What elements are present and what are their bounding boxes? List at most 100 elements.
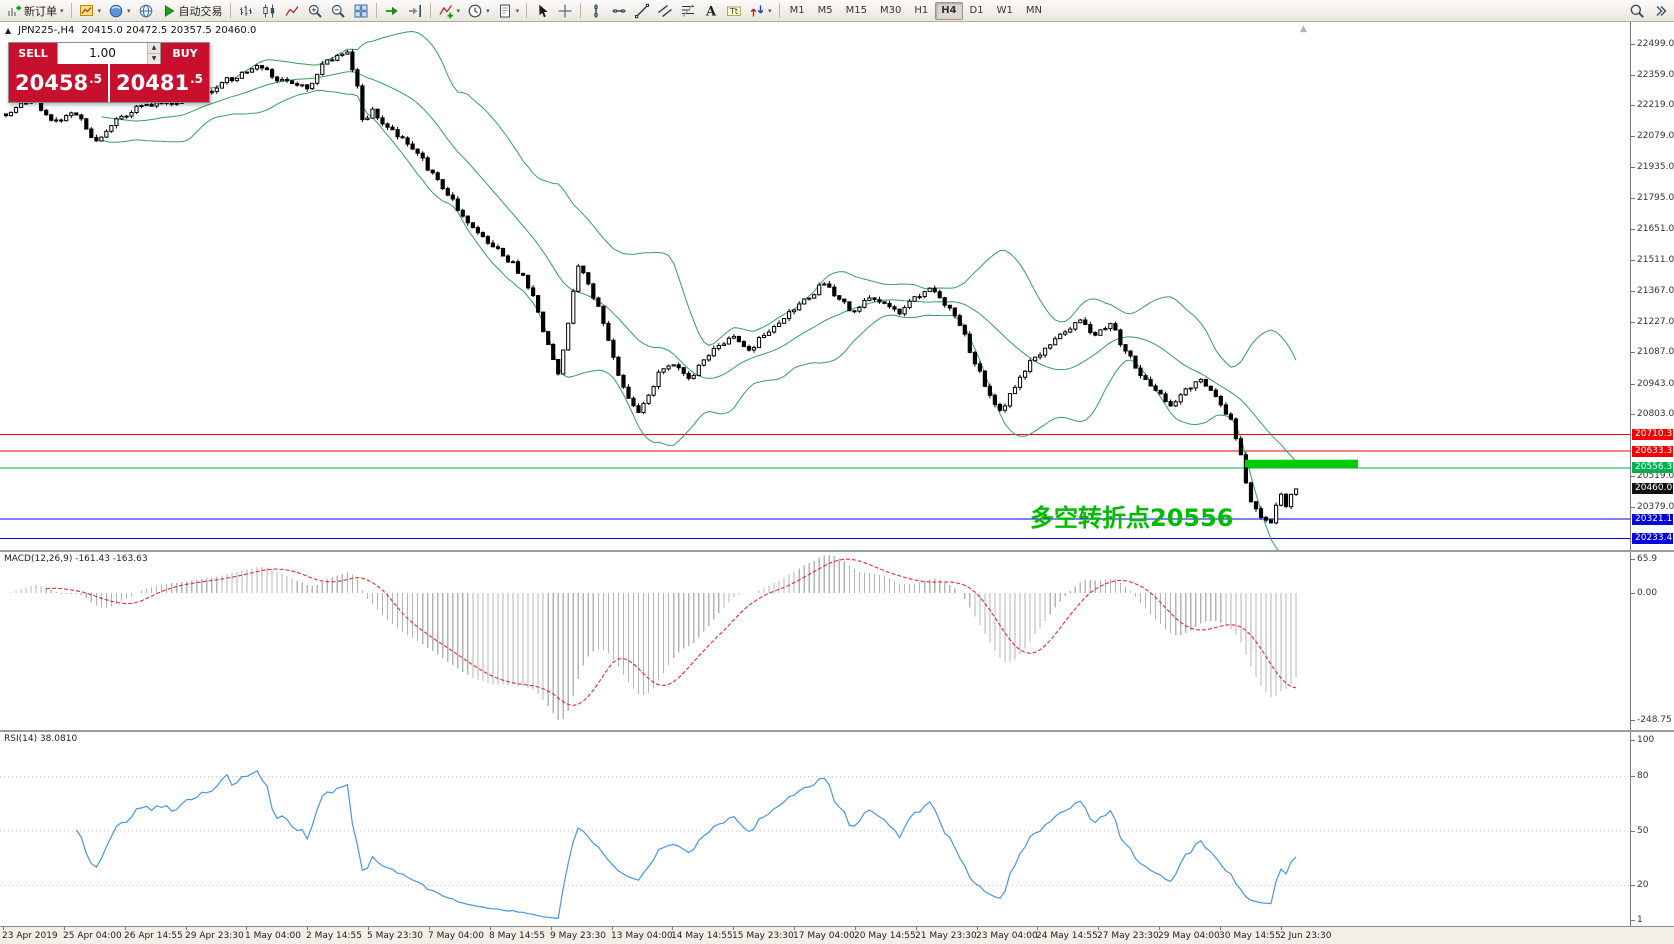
new-chart-button[interactable]: ▾ xyxy=(76,1,105,21)
text-label-button[interactable]: Tt xyxy=(723,1,745,21)
zoom-in-button[interactable] xyxy=(304,1,326,21)
chart-shift-button[interactable] xyxy=(404,1,426,21)
time-label: 2 May 14:55 xyxy=(306,931,362,941)
sell-button[interactable]: SELL xyxy=(9,43,57,64)
volume-spinner[interactable]: 1.00 ▲ ▼ xyxy=(57,43,161,64)
timeframe-m5-button[interactable]: M5 xyxy=(817,4,833,16)
time-tick-mark xyxy=(794,927,795,930)
time-tick-mark xyxy=(1037,927,1038,930)
macd-plot[interactable] xyxy=(0,552,1630,730)
timeframe-d1-button[interactable]: D1 xyxy=(969,4,984,16)
macd-tick: 65.9 xyxy=(1637,554,1658,564)
buy-button[interactable]: BUY xyxy=(161,43,209,64)
panel-splitter-rsi[interactable] xyxy=(0,730,1674,732)
time-label: 24 May 14:55 xyxy=(1036,931,1098,941)
bollinger-lower-band xyxy=(101,89,1279,550)
zoom-in-icon xyxy=(308,4,322,18)
search-button[interactable] xyxy=(1626,1,1648,21)
trendline-button[interactable] xyxy=(631,1,653,21)
sell-price-frac: .5 xyxy=(89,72,102,86)
equidistant-channel-button[interactable] xyxy=(654,1,676,21)
cursor-button[interactable] xyxy=(531,1,553,21)
time-label: 20 May 14:55 xyxy=(854,931,916,941)
candle-chart-button[interactable] xyxy=(258,1,280,21)
horizontal-line-button[interactable] xyxy=(608,1,630,21)
vertical-line-button[interactable] xyxy=(585,1,607,21)
price-chart-panel: ▲ JPN225-,H4 20415.0 20472.5 20357.5 204… xyxy=(0,22,1674,550)
templates-button[interactable]: ▾ xyxy=(494,1,523,21)
volume-up-button[interactable]: ▲ xyxy=(148,43,160,54)
price-chart-plot[interactable] xyxy=(0,22,1630,550)
crosshair-button[interactable] xyxy=(554,1,576,21)
volume-value[interactable]: 1.00 xyxy=(89,46,116,60)
indicators-button[interactable]: ▾ xyxy=(435,1,464,21)
arrows-button[interactable]: ▾ xyxy=(746,1,775,21)
auto-scroll-button[interactable] xyxy=(381,1,403,21)
price-scale[interactable]: 22499.0 22359.0 22219.0 22079.0 21935.0 21795… xyxy=(1630,22,1674,550)
price-tick: 20519.0 xyxy=(1637,471,1674,481)
toolbar-separator xyxy=(580,3,582,18)
bar-chart-icon xyxy=(239,5,252,16)
zoom-out-button[interactable] xyxy=(327,1,349,21)
timeframe-w1-button[interactable]: W1 xyxy=(996,4,1013,16)
text-annotation[interactable]: 多空转折点20556 xyxy=(1030,504,1234,532)
highlight-rectangle-object[interactable] xyxy=(1245,459,1358,468)
volume-down-button[interactable]: ▼ xyxy=(148,54,160,64)
new-order-label: 新订单 xyxy=(24,4,57,18)
toolbar-more-button[interactable] xyxy=(1649,1,1671,21)
bollinger-middle-band xyxy=(101,71,1297,462)
time-tick-mark xyxy=(3,927,4,930)
buy-price-button[interactable]: 20481.5 xyxy=(110,64,209,102)
indicators-icon xyxy=(438,4,453,18)
timeframe-h4-button[interactable]: H4 xyxy=(935,1,963,20)
time-tick-mark xyxy=(1098,927,1099,930)
dropdown-arrow-icon: ▾ xyxy=(97,6,102,15)
macd-panel: MACD(12,26,9) -161.43 -163.63 65.9 0.00 -2… xyxy=(0,552,1674,730)
price-tick-mark xyxy=(1631,414,1635,415)
one-click-toggle[interactable]: ▲ xyxy=(5,26,12,35)
crosshair-icon xyxy=(558,4,572,17)
macd-scale[interactable]: 65.9 0.00 -248.75 xyxy=(1630,552,1674,730)
line-chart-button[interactable] xyxy=(281,1,303,21)
panel-splitter-macd[interactable] xyxy=(0,550,1674,552)
toolbar-separator xyxy=(70,3,72,18)
tile-windows-button[interactable] xyxy=(350,1,372,21)
one-click-trading-panel: SELL 1.00 ▲ ▼ BUY 20458.5 2 xyxy=(8,42,210,103)
time-tick-mark xyxy=(612,927,613,930)
dropdown-arrow-icon: ▾ xyxy=(127,6,131,15)
community-button[interactable] xyxy=(135,1,157,21)
time-tick-mark xyxy=(490,927,491,930)
rsi-scale[interactable]: 100 80 50 20 1 xyxy=(1630,732,1674,926)
rsi-tick: 50 xyxy=(1637,826,1649,836)
time-scale[interactable]: 23 Apr 2019 25 Apr 04:00 26 Apr 14:55 29 Ap… xyxy=(0,926,1674,944)
autotrading-button[interactable]: 自动交易 xyxy=(158,1,226,21)
bar-chart-button[interactable] xyxy=(235,1,257,21)
svg-text:Tt: Tt xyxy=(729,6,738,15)
timeframe-mn-button[interactable]: MN xyxy=(1025,4,1042,16)
time-tick-mark xyxy=(733,927,734,930)
time-tick-mark xyxy=(1159,927,1160,930)
macd-label: MACD(12,26,9) -161.43 -163.63 xyxy=(4,554,148,564)
time-label: 15 May 23:30 xyxy=(732,931,794,941)
time-label: 8 May 14:55 xyxy=(489,931,545,941)
rsi-panel: RSI(14) 38.0810 100 80 50 20 1 xyxy=(0,732,1674,926)
time-label: 2 Jun 23:30 xyxy=(1280,931,1332,941)
timeframe-h1-button[interactable]: H1 xyxy=(914,4,929,16)
text-button[interactable]: A xyxy=(700,1,722,21)
sell-price-button[interactable]: 20458.5 xyxy=(9,64,108,102)
price-tick: 21935.0 xyxy=(1637,162,1674,172)
timeframe-m30-button[interactable]: M30 xyxy=(879,4,902,16)
timeframe-m15-button[interactable]: M15 xyxy=(845,4,867,16)
chart-shift-marker[interactable]: ▲ xyxy=(1300,24,1307,34)
macd-tick-mark xyxy=(1631,559,1635,560)
time-tick-mark xyxy=(125,927,126,930)
profiles-button[interactable]: ▾ xyxy=(105,1,134,21)
bollinger-upper-band xyxy=(101,30,1297,368)
time-tick-mark xyxy=(246,927,247,930)
symbol-info-line: ▲ JPN225-,H4 20415.0 20472.5 20357.5 204… xyxy=(5,25,256,36)
new-order-button[interactable]: 新订单 ▾ xyxy=(3,1,67,21)
rsi-plot[interactable] xyxy=(0,732,1630,926)
fibonacci-button[interactable] xyxy=(677,1,699,21)
timeframe-m1-button[interactable]: M1 xyxy=(789,4,805,16)
periods-button[interactable]: ▾ xyxy=(464,1,493,21)
